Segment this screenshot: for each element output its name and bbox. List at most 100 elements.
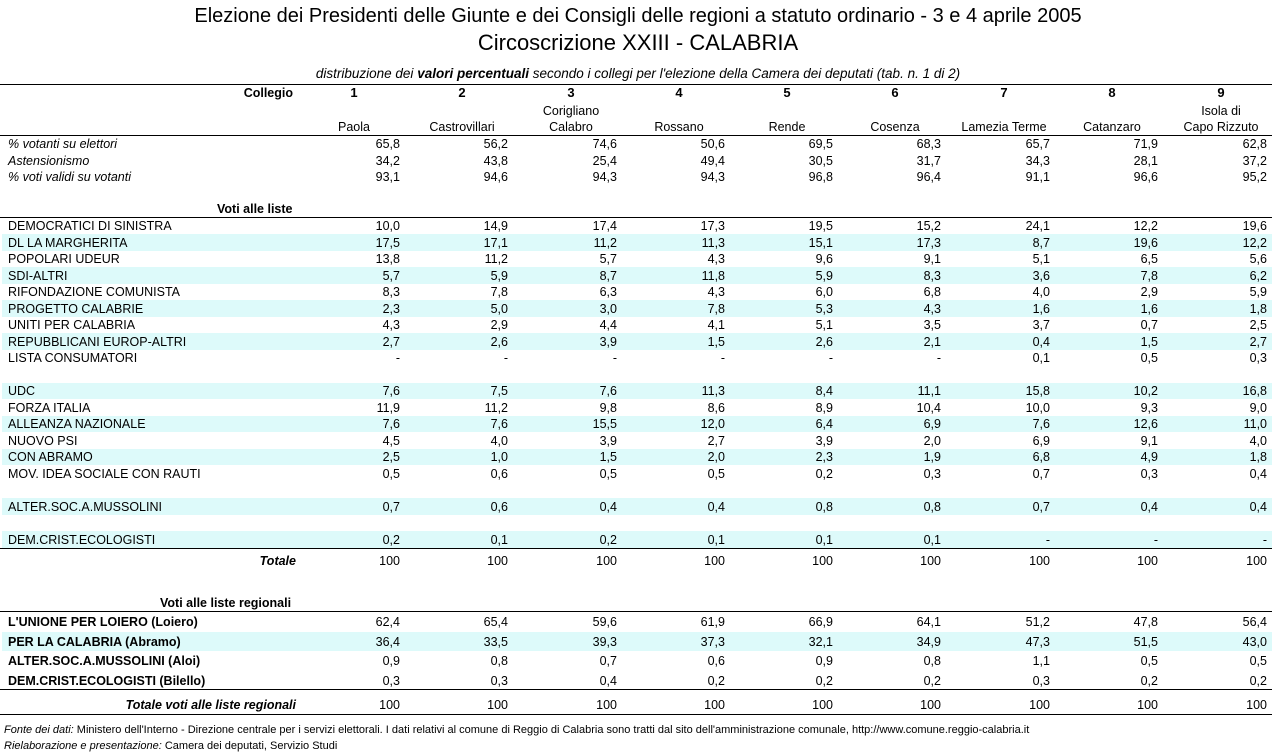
cell: 12,2: [1242, 235, 1267, 250]
row-label: L'UNIONE PER LOIERO (Loiero): [8, 615, 198, 629]
column-name: Catanzaro: [1083, 120, 1141, 134]
cell: 25,4: [592, 153, 617, 168]
section-heading: Voti alle liste: [217, 202, 293, 216]
row-label: ALTER.SOC.A.MUSSOLINI: [8, 499, 162, 514]
cell: 34,9: [916, 634, 941, 649]
cell: 0,9: [815, 654, 833, 668]
cell: 2,7: [1249, 334, 1267, 349]
cell: 0,3: [1140, 466, 1158, 481]
cell: 15,5: [592, 417, 617, 431]
description-part: valori percentuali: [417, 66, 529, 81]
footer-label: Fonte dei dati:: [4, 724, 74, 736]
rule: [0, 84, 1272, 85]
column-name: Lamezia Terme: [961, 120, 1047, 134]
rule: [0, 714, 1272, 715]
footer-label: Rielaborazione e presentazione:: [4, 740, 162, 752]
cell: 2,9: [490, 318, 508, 332]
cell: 0,8: [490, 654, 508, 668]
cell: 30,5: [808, 153, 833, 168]
cell: 3,7: [1032, 318, 1050, 332]
row-label: Astensionismo: [8, 153, 90, 168]
cell: 13,8: [375, 252, 400, 266]
cell: 96,8: [808, 170, 833, 184]
cell: 2,7: [382, 334, 400, 349]
row-label: CON ABRAMO: [8, 450, 93, 464]
cell: 100: [704, 698, 725, 712]
cell: 8,9: [815, 400, 833, 415]
cell: 17,3: [916, 235, 941, 250]
cell: 11,2: [484, 252, 508, 266]
cell: 11,2: [593, 235, 617, 250]
rule: [0, 689, 1272, 690]
row-label: ALLEANZA NAZIONALE: [8, 417, 146, 431]
column-name: Calabro: [549, 120, 593, 134]
cell: 4,3: [707, 252, 725, 266]
cell: -: [503, 351, 508, 365]
cell: 5,1: [1032, 252, 1050, 266]
rule: [0, 548, 1272, 549]
cell: 100: [1029, 554, 1050, 568]
description: distribuzione dei valori percentuali sec…: [0, 66, 1276, 82]
cell: 100: [1137, 698, 1158, 712]
column-number: 7: [1000, 84, 1008, 100]
cell: 2,5: [1249, 318, 1267, 332]
cell: 0,3: [382, 673, 400, 688]
cell: 2,1: [923, 334, 941, 349]
cell: 39,3: [592, 634, 617, 649]
row-label: REPUBBLICANI EUROP-ALTRI: [8, 334, 187, 349]
cell: 6,8: [923, 285, 941, 299]
cell: 0,2: [382, 532, 400, 547]
cell: -: [828, 351, 833, 365]
cell: -: [1153, 532, 1158, 547]
column-name: Isola di: [1201, 104, 1241, 118]
row-label: DEMOCRATICI DI SINISTRA: [8, 219, 172, 233]
cell: 9,1: [1140, 433, 1158, 448]
row-label: PER LA CALABRIA (Abramo): [8, 634, 181, 649]
description-part: distribuzione dei: [315, 66, 414, 81]
cell: 94,3: [700, 170, 725, 184]
cell: 6,0: [815, 285, 833, 299]
cell: 11,8: [701, 268, 725, 283]
cell: 8,3: [382, 285, 400, 299]
cell: 56,4: [1242, 615, 1267, 629]
cell: 95,2: [1242, 170, 1267, 184]
title: Elezione dei Presidenti delle Giunte e d…: [194, 5, 1082, 27]
cell: 5,9: [815, 268, 833, 283]
row-label: FORZA ITALIA: [8, 400, 91, 415]
cell: 6,3: [599, 285, 617, 299]
cell: 3,9: [815, 433, 833, 448]
cell: 1,5: [599, 450, 617, 464]
row-label: RIFONDAZIONE COMUNISTA: [8, 285, 180, 299]
cell: -: [936, 351, 941, 365]
cell: 0,3: [923, 466, 941, 481]
cell: 4,3: [707, 285, 725, 299]
cell: 0,4: [1249, 499, 1267, 514]
row-label: DEM.CRIST.ECOLOGISTI (Bilello): [8, 673, 206, 688]
cell: 11,9: [376, 400, 400, 415]
cell: 7,6: [599, 384, 617, 398]
cell: 43,8: [483, 153, 508, 168]
cell: 10,4: [916, 400, 941, 415]
cell: 4,0: [1249, 433, 1267, 448]
cell: 3,9: [599, 334, 617, 349]
column-name: Rende: [768, 120, 806, 134]
cell: 0,2: [815, 673, 833, 688]
cell: 100: [812, 698, 833, 712]
cell: 0,7: [599, 654, 617, 668]
cell: 5,6: [1249, 252, 1267, 266]
cell: 100: [920, 698, 941, 712]
cell: 11,1: [917, 384, 941, 398]
rule: [0, 217, 1272, 218]
cell: 15,8: [1025, 384, 1050, 398]
cell: 0,1: [490, 532, 508, 547]
cell: 0,7: [382, 499, 400, 514]
cell: 100: [487, 554, 508, 568]
row-label: % votanti su elettori: [8, 137, 118, 151]
cell: 9,6: [815, 252, 833, 266]
cell: 9,3: [1140, 400, 1158, 415]
cell: 1,9: [923, 450, 941, 464]
cell: 0,3: [1249, 351, 1267, 365]
column-name: Castrovillari: [429, 120, 495, 134]
row-label: MOV. IDEA SOCIALE CON RAUTI: [8, 466, 201, 481]
